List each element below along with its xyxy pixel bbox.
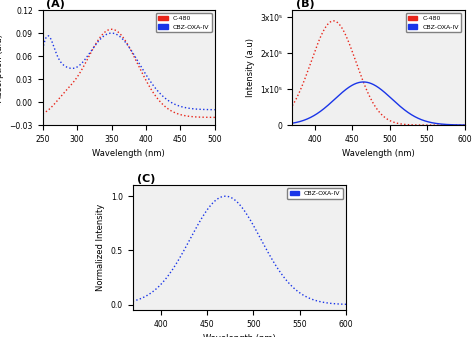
Legend: C-480, CBZ-OXA-IV: C-480, CBZ-OXA-IV [156, 13, 212, 32]
Legend: CBZ-OXA-IV: CBZ-OXA-IV [287, 188, 343, 199]
X-axis label: Wavelength (nm): Wavelength (nm) [92, 149, 165, 158]
X-axis label: Wavelength (nm): Wavelength (nm) [342, 149, 415, 158]
Y-axis label: Absorption (a.u): Absorption (a.u) [0, 34, 4, 101]
Legend: C-480, CBZ-OXA-IV: C-480, CBZ-OXA-IV [406, 13, 461, 32]
Text: (A): (A) [46, 0, 65, 9]
Text: (B): (B) [296, 0, 314, 9]
Text: (C): (C) [137, 174, 155, 184]
X-axis label: Wavelength (nm): Wavelength (nm) [203, 334, 276, 337]
Y-axis label: Intensity (a.u): Intensity (a.u) [246, 38, 255, 97]
Y-axis label: Normalized Intensity: Normalized Intensity [96, 204, 105, 291]
